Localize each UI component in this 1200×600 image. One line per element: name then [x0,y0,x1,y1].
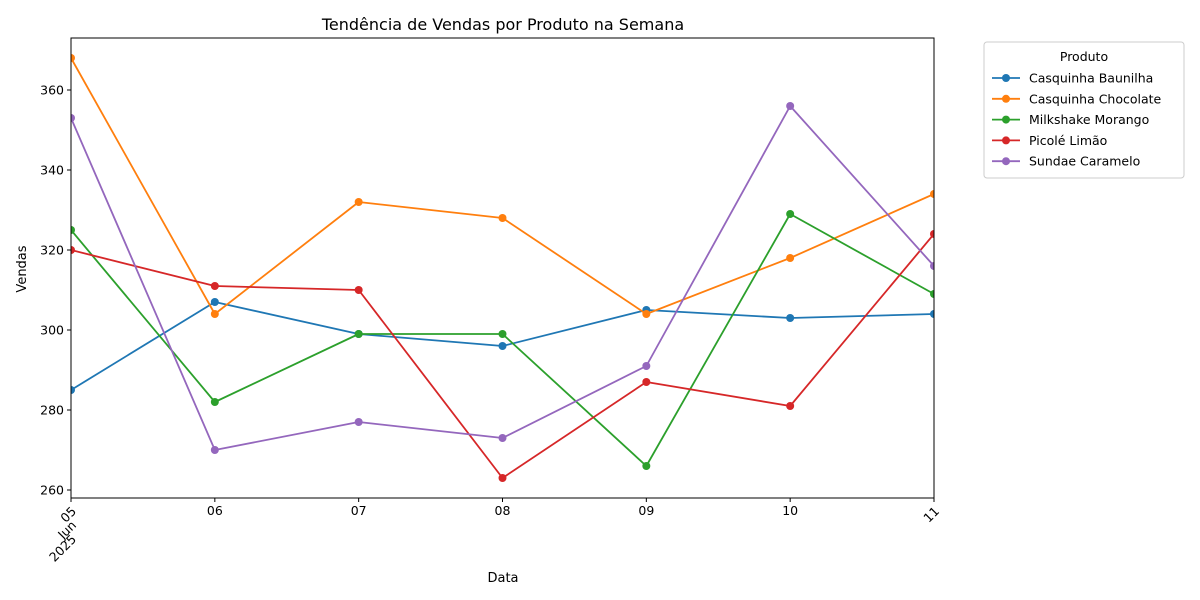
x-tick-label: 07 [351,503,367,518]
data-point [786,254,795,262]
chart-title: Tendência de Vendas por Produto na Seman… [321,15,684,34]
x-tick-label: 10 [782,503,798,518]
data-point [354,330,363,338]
legend-title: Produto [1060,49,1108,64]
data-point [786,210,795,218]
x-tick-label: 11 [920,504,942,526]
legend-swatch-marker [1002,157,1010,166]
data-point [354,418,363,426]
legend-entry-label: Sundae Caramelo [1029,154,1140,169]
data-point [498,330,507,338]
data-point [786,102,795,110]
data-point [71,386,75,394]
legend-swatch-marker [1002,115,1010,124]
series-2 [71,54,934,318]
legend-entry-label: Casquinha Chocolate [1029,91,1162,106]
x-tick-label: 09 [638,503,654,518]
data-point [930,310,934,318]
series-5 [71,102,934,454]
data-point [71,54,75,62]
data-point [498,434,507,442]
data-point [786,402,795,410]
data-point [210,398,219,406]
x-axis-label: Data [487,571,518,586]
data-point [354,286,363,294]
data-point [498,474,507,482]
series-4 [71,230,934,482]
y-axis-label: Vendas [15,245,30,292]
series-3 [71,210,934,470]
data-point [642,362,651,370]
legend-swatch-marker [1002,94,1010,103]
data-point [642,378,651,386]
data-point [71,246,75,254]
data-point [210,282,219,290]
data-point [786,314,795,322]
x-tick-label: 06 [207,503,223,518]
series-1 [71,298,934,394]
axes-frame [70,37,935,499]
legend-frame [983,41,1185,179]
y-tick-label: 360 [40,83,64,98]
y-tick-label: 340 [40,163,64,178]
legend-entry-label: Casquinha Baunilha [1029,71,1153,86]
y-tick-label: 300 [40,323,64,338]
data-point [71,114,75,122]
y-tick-label: 260 [40,483,64,498]
y-tick-label: 320 [40,243,64,258]
data-point [930,262,934,270]
legend-swatch-marker [1002,74,1010,82]
x-tick-sublabel-year: 2025 [46,532,79,565]
data-point [930,230,934,238]
data-point [642,462,651,470]
legend-swatch-marker [1002,136,1010,145]
data-point [498,214,507,222]
legend-entry-label: Milkshake Morango [1029,112,1149,127]
x-tick-label: 08 [495,503,511,518]
legend-entry-label: Picolé Limão [1029,133,1107,148]
series-line [71,57,934,315]
y-tick-label: 280 [40,403,64,418]
data-point [354,198,363,206]
data-point [71,226,75,234]
data-point [642,310,651,318]
legend: Produto Casquinha Baunilha Casquinha Choc… [983,41,1185,179]
data-point [930,290,934,298]
series-line [71,105,934,451]
data-point [930,190,934,198]
data-point [210,446,219,454]
data-point [498,342,507,350]
data-point [210,298,219,306]
data-point [210,310,219,318]
